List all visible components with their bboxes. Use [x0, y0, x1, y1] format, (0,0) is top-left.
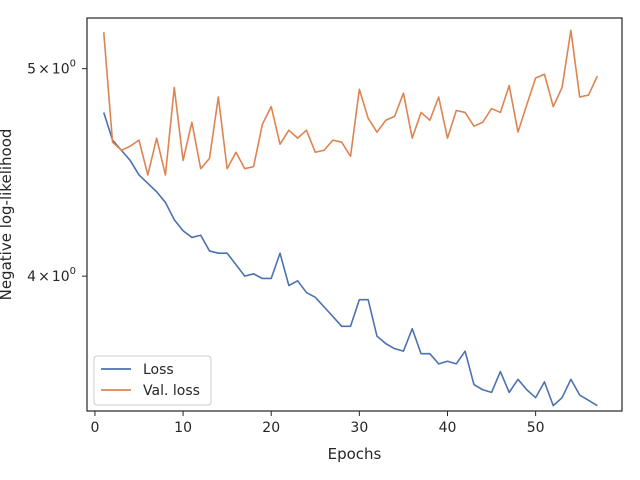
x-axis-label: Epochs [328, 445, 382, 463]
x-tick-label: 0 [90, 420, 99, 436]
x-tick-label: 30 [350, 420, 368, 436]
x-tick-label: 20 [262, 420, 280, 436]
series-line-1 [102, 29, 599, 176]
x-tick-label: 50 [527, 420, 545, 436]
x-axis: 0 10 20 30 40 50 [90, 411, 545, 436]
series-layer [102, 29, 599, 407]
y-tick-label: 5 × 100 [27, 59, 76, 78]
legend: Loss Val. loss [93, 355, 212, 406]
legend-entry-0: Loss [143, 362, 174, 378]
x-tick-label: 10 [174, 420, 192, 436]
plot-background [87, 18, 622, 411]
y-axis: 4 × 100 5 × 100 [27, 59, 87, 285]
plot-frame [86, 17, 623, 412]
series-line-0 [102, 112, 598, 407]
x-tick-label: 40 [439, 420, 457, 436]
y-tick-label: 4 × 100 [27, 266, 76, 285]
y-axis-label: Negative log-likelihood [0, 129, 15, 301]
legend-entry-1: Val. loss [143, 383, 200, 399]
